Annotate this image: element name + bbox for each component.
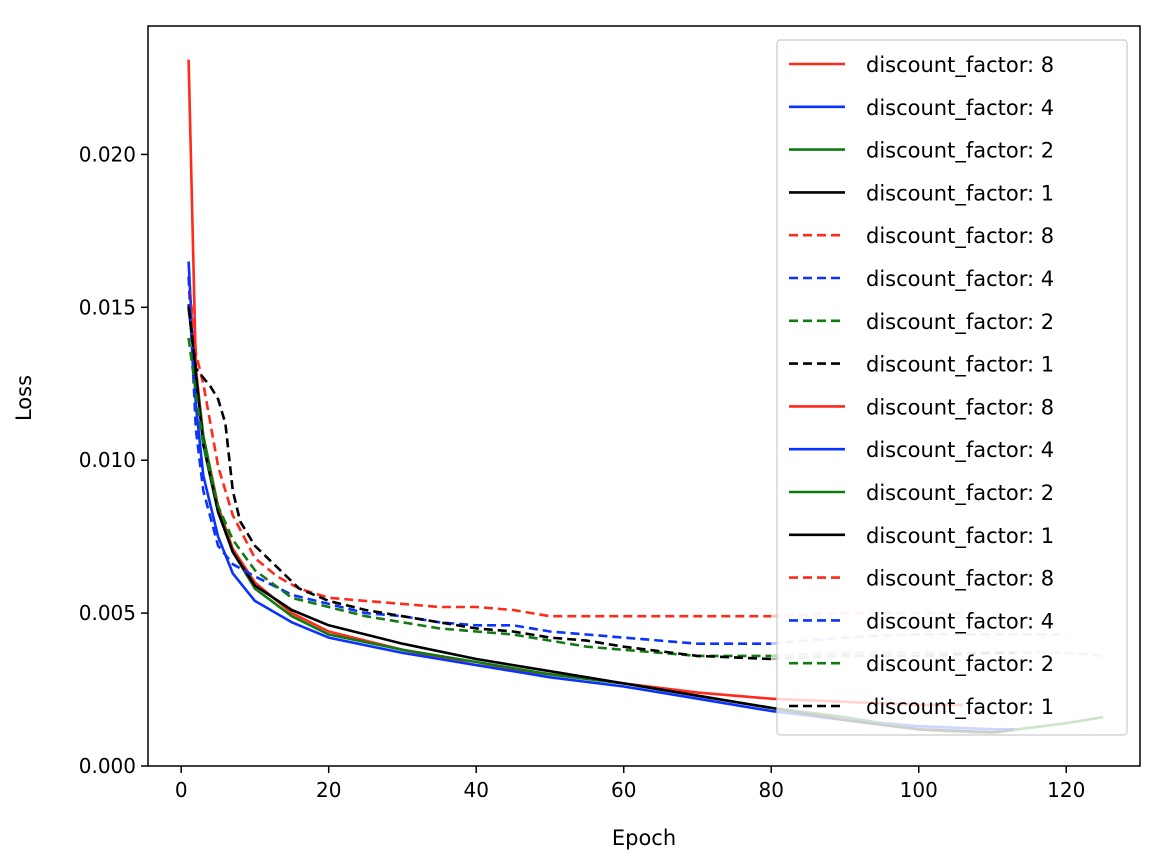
legend-label: discount_factor: 8 xyxy=(866,395,1054,420)
legend-label: discount_factor: 2 xyxy=(866,481,1054,506)
legend-label: discount_factor: 8 xyxy=(866,53,1054,78)
legend-label: discount_factor: 2 xyxy=(866,310,1054,335)
x-tick-label: 60 xyxy=(611,778,636,802)
legend-label: discount_factor: 4 xyxy=(866,96,1054,121)
y-tick-label: 0.000 xyxy=(79,754,136,778)
x-axis-ticks: 0 20 40 60 80 100 120 xyxy=(175,766,1085,802)
legend-box xyxy=(776,39,1128,736)
y-axis-label: Loss xyxy=(12,375,36,421)
x-tick-label: 20 xyxy=(316,778,341,802)
legend-label: discount_factor: 1 xyxy=(866,353,1054,378)
x-tick-label: 120 xyxy=(1047,778,1085,802)
legend-label: discount_factor: 8 xyxy=(866,567,1054,592)
plot-frame xyxy=(147,25,1141,767)
legend-label: discount_factor: 2 xyxy=(866,139,1054,164)
series-line xyxy=(187,276,772,645)
legend-label: discount_factor: 4 xyxy=(866,267,1054,292)
y-tick-label: 0.005 xyxy=(79,601,136,625)
series-line xyxy=(187,307,772,661)
series-line xyxy=(187,276,772,618)
legend: discount_factor: 8 discount_factor: 4 disc… xyxy=(776,39,1128,736)
x-tick-label: 100 xyxy=(900,778,938,802)
legend-label: discount_factor: 1 xyxy=(866,695,1054,720)
x-tick-label: 80 xyxy=(759,778,784,802)
series-line xyxy=(187,337,772,658)
y-tick-label: 0.020 xyxy=(79,142,136,166)
legend-label: discount_factor: 8 xyxy=(866,224,1054,249)
y-tick-label: 0.015 xyxy=(79,295,136,319)
y-axis-ticks: 0.000 0.005 0.010 0.015 0.020 xyxy=(79,142,148,778)
y-tick-label: 0.010 xyxy=(79,448,136,472)
x-axis-label: Epoch xyxy=(612,826,676,850)
legend-label: discount_factor: 1 xyxy=(866,181,1054,206)
legend-label: discount_factor: 4 xyxy=(866,438,1054,463)
x-tick-label: 40 xyxy=(463,778,488,802)
legend-label: discount_factor: 4 xyxy=(866,609,1054,634)
legend-label: discount_factor: 1 xyxy=(866,524,1054,549)
x-tick-label: 0 xyxy=(175,778,188,802)
legend-label: discount_factor: 2 xyxy=(866,652,1054,677)
